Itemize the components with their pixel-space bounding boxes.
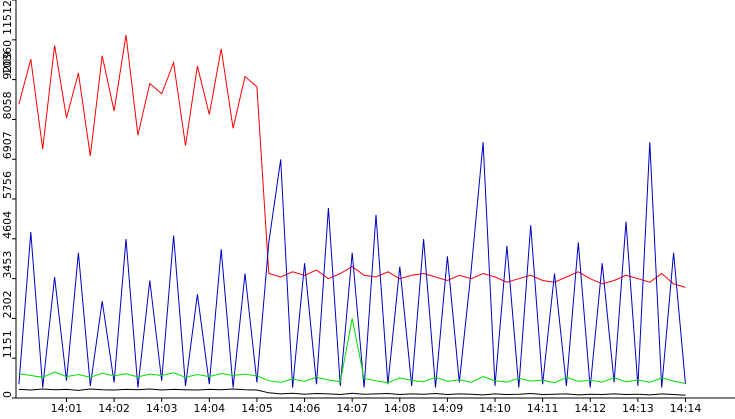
x-tick-label: 14:09 bbox=[432, 402, 464, 415]
x-tick-label: 14:05 bbox=[241, 402, 273, 415]
x-tick-label: 14:13 bbox=[622, 402, 654, 415]
x-tick-label: 14:03 bbox=[146, 402, 178, 415]
x-tick-label: 14:07 bbox=[336, 402, 368, 415]
y-tick-label: 11512 bbox=[1, 0, 14, 35]
y-tick-label: 1151 bbox=[1, 330, 14, 358]
y-tick-label: 9209 bbox=[1, 52, 14, 80]
x-tick-label: 14:14 bbox=[670, 402, 702, 415]
x-tick-label: 14:01 bbox=[51, 402, 83, 415]
y-tick-label: 8058 bbox=[1, 91, 14, 119]
x-tick-label: 14:04 bbox=[193, 402, 225, 415]
series-line bbox=[18, 388, 686, 396]
y-tick-label: 3453 bbox=[1, 251, 14, 279]
y-tick-label: 6907 bbox=[1, 131, 14, 159]
x-tick-label: 14:11 bbox=[527, 402, 559, 415]
x-tick-label: 14:02 bbox=[98, 402, 130, 415]
x-tick-label: 14:12 bbox=[574, 402, 606, 415]
x-tick-label: 14:06 bbox=[289, 402, 321, 415]
y-tick-label: 0 bbox=[1, 391, 14, 398]
x-tick-label: 14:10 bbox=[479, 402, 511, 415]
y-tick-label: 5756 bbox=[1, 171, 14, 199]
series-line bbox=[18, 318, 686, 384]
series-line bbox=[18, 34, 686, 288]
y-tick-label: 2302 bbox=[1, 290, 14, 318]
y-tick-label: 4604 bbox=[1, 211, 14, 239]
x-tick-label: 14:08 bbox=[384, 402, 416, 415]
series-line bbox=[18, 142, 686, 388]
y-tick-label: 10360 bbox=[1, 40, 14, 75]
